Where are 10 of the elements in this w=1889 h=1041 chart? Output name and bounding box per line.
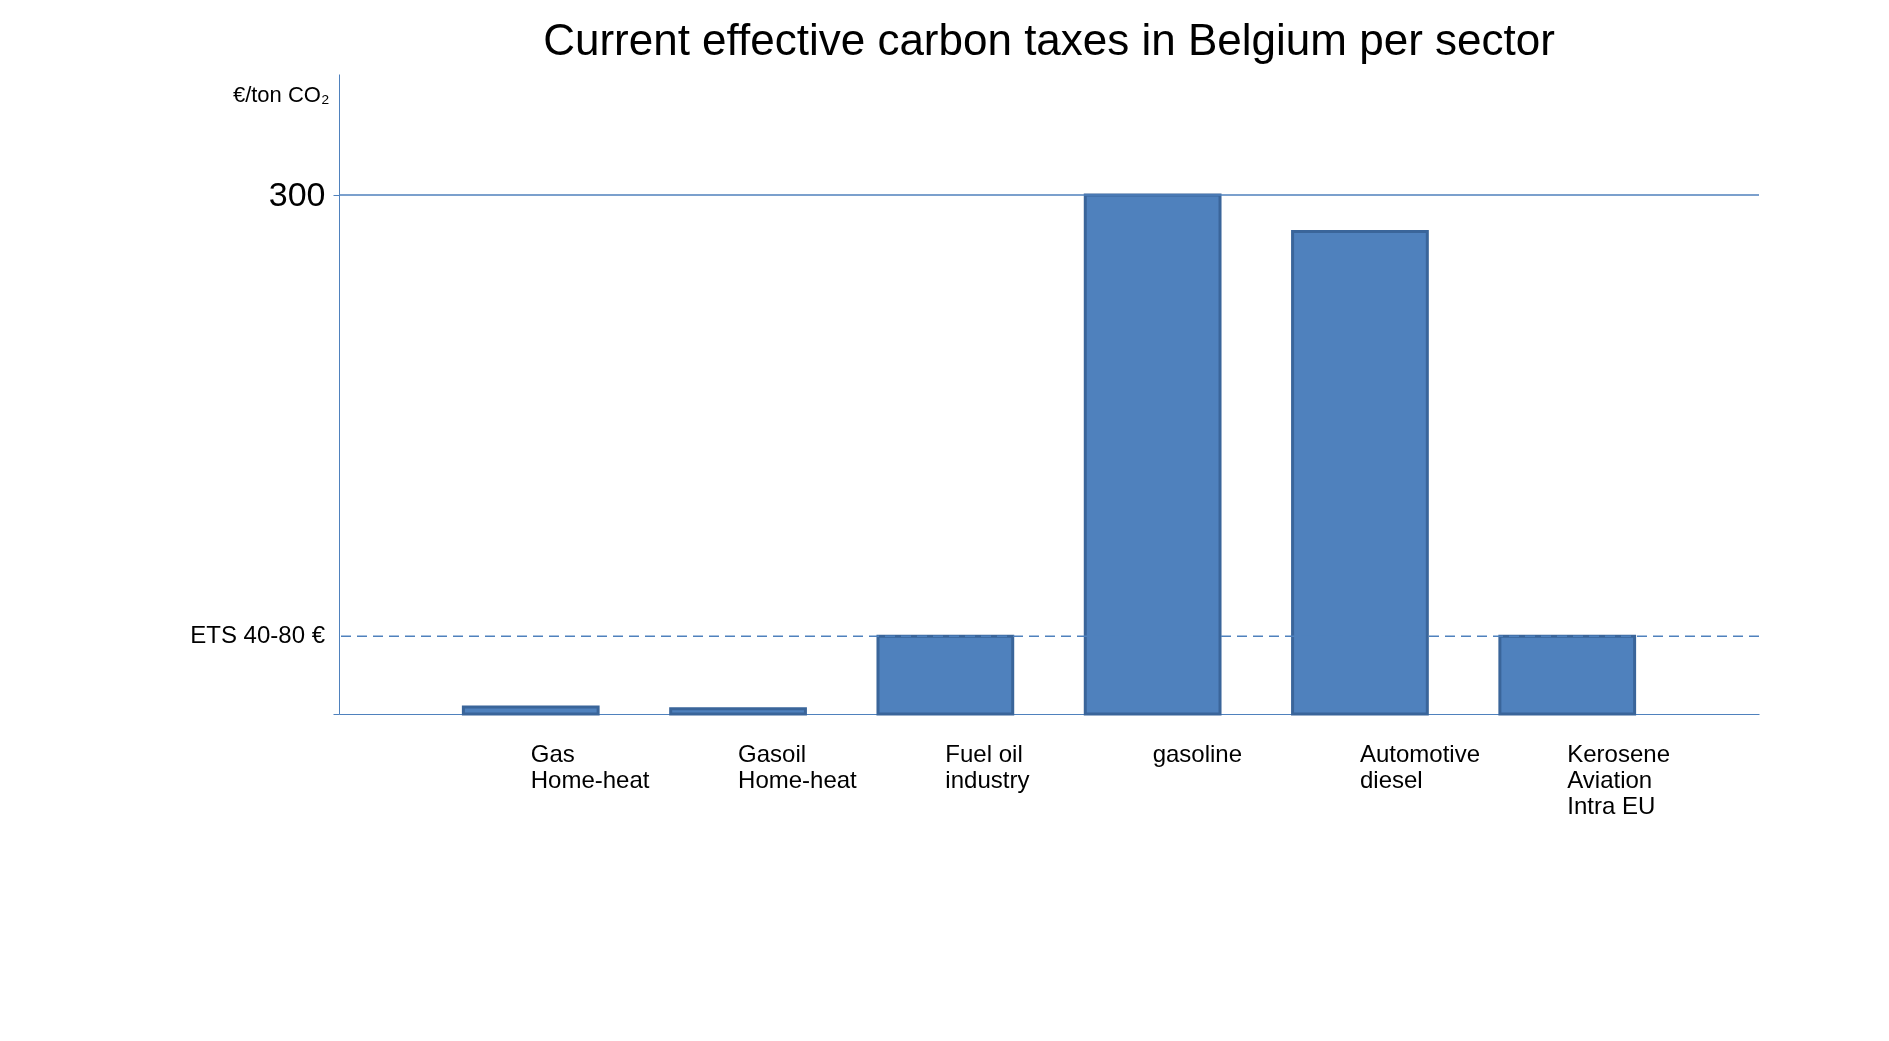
x-tick-label: Kerosene Aviation Intra EU — [1567, 739, 1670, 819]
y-tick-label: 300 — [268, 174, 326, 213]
x-tick-label: Automotive diesel — [1359, 739, 1481, 793]
x-tick-label: Gas Home-heat — [530, 739, 650, 793]
y-axis-title: €/ton CO₂ — [232, 81, 330, 107]
x-tick-label: gasoline — [1152, 739, 1243, 767]
x-tick-label: Fuel oil industry — [945, 739, 1030, 793]
ref-line-label: ETS 40-80 € — [190, 621, 326, 649]
x-tick-label: Gasoil Home-heat — [738, 739, 858, 793]
chart-title: Current effective carbon taxes in Belgium per sector — [543, 15, 1555, 64]
